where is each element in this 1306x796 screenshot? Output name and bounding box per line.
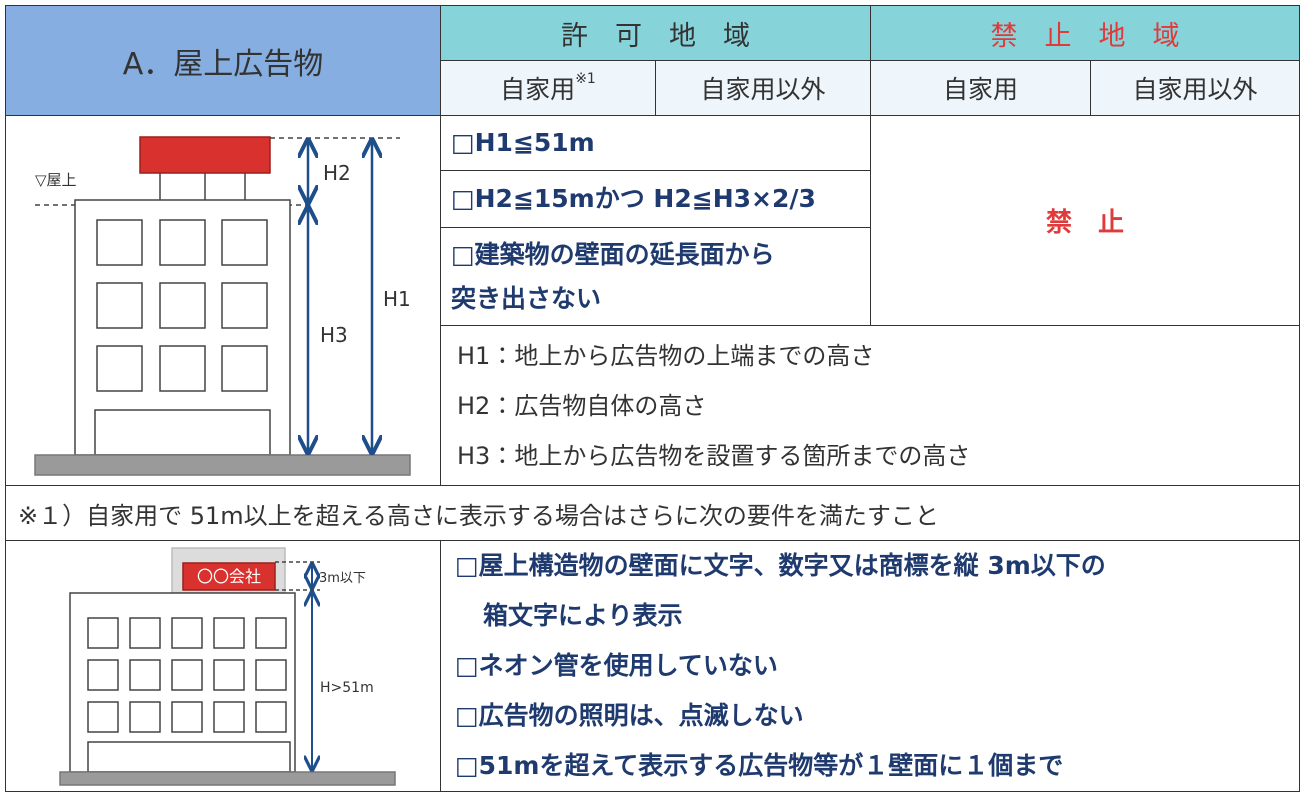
requirement-line: □ネオン管を使用していない	[455, 651, 778, 680]
requirement-line: □屋上構造物の壁面に文字、数字又は商標を縦 3m以下の	[455, 551, 1106, 580]
condition: □H2≦15mかつ H2≦H3×2/3	[440, 170, 871, 228]
column-header: 自家用 ※1	[440, 60, 656, 116]
column-label: 自家用	[500, 75, 576, 104]
condition: □建築物の壁面の延長面から 突き出さない	[440, 227, 871, 326]
requirement-line: 箱文字により表示	[483, 601, 683, 630]
column-header: 自家用以外	[655, 60, 871, 116]
prohibited-header: 禁 止 地 域	[870, 5, 1300, 61]
condition-line: □H2≦15mかつ H2≦H3×2/3	[451, 184, 816, 213]
column-header: 自家用以外	[1090, 60, 1300, 116]
diagram-cell	[5, 540, 441, 792]
definition: H1：地上から広告物の上端までの高さ	[457, 341, 875, 370]
permitted-header: 許 可 地 域	[440, 5, 871, 61]
prohibited-cell: 禁 止	[870, 115, 1300, 326]
column-header: 自家用	[870, 60, 1091, 116]
title: A．屋上広告物	[5, 5, 441, 116]
requirement-line: □広告物の照明は、点滅しない	[455, 701, 804, 730]
requirements: □屋上構造物の壁面に文字、数字又は商標を縦 3m以下の箱文字により表示 □ネオン管…	[440, 540, 1300, 792]
definitions: H1：地上から広告物の上端までの高さ H2：広告物自体の高さ H3：地上から広告物を…	[440, 325, 1300, 486]
condition-line: 突き出さない	[451, 283, 602, 313]
condition-line: □建築物の壁面の延長面から	[451, 239, 775, 269]
footnote-mark: ※1	[575, 71, 596, 87]
diagram-cell	[5, 115, 441, 486]
definition: H2：広告物自体の高さ	[457, 391, 707, 420]
definition: H3：地上から広告物を設置する箇所までの高さ	[457, 441, 971, 470]
condition-line: □H1≦51m	[451, 128, 595, 157]
requirement-line: □51mを超えて表示する広告物等が１壁面に１個まで	[455, 751, 1064, 780]
condition: □H1≦51m	[440, 115, 871, 171]
note: ※１）自家用で 51m以上を超える高さに表示する場合はさらに次の要件を満たすこと	[5, 485, 1300, 541]
